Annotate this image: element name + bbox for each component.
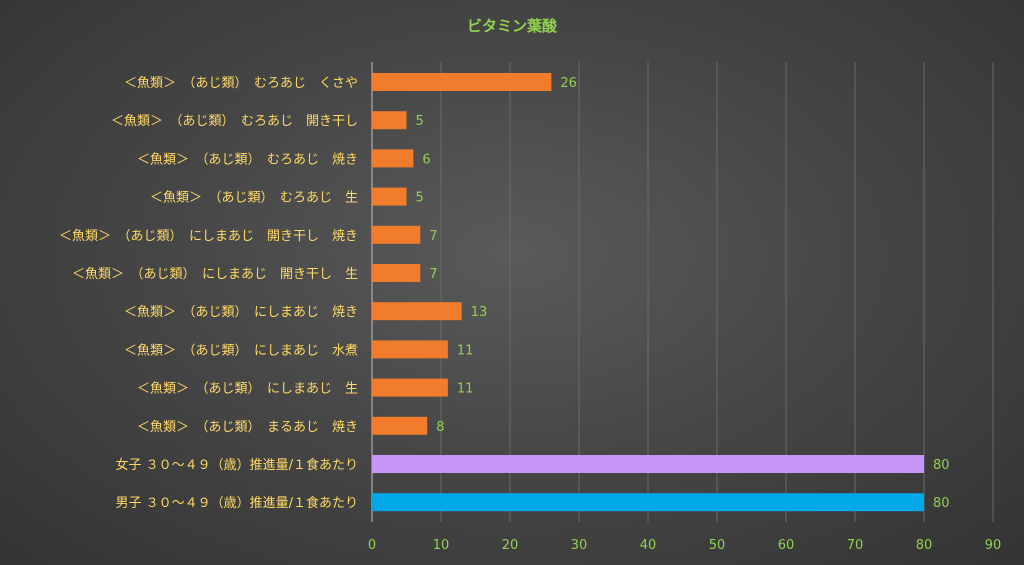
data-label: 26 (560, 76, 577, 91)
x-tick-label: 30 (571, 538, 588, 553)
x-tick-label: 50 (709, 538, 726, 553)
x-tick-label: 60 (778, 538, 795, 553)
category-label: ＜魚類＞ （あじ類） むろあじ 生 (150, 191, 358, 206)
category-label: ＜魚類＞ （あじ類） にしまあじ 開き干し 生 (72, 267, 358, 282)
bar (372, 416, 428, 435)
chart-title: ビタミン葉酸 (467, 17, 558, 35)
bar (372, 455, 924, 473)
bar (372, 111, 407, 130)
x-tick-label: 0 (368, 538, 376, 553)
bar (372, 340, 448, 359)
data-label: 80 (933, 496, 950, 511)
category-label: ＜魚類＞ （あじ類） むろあじ くさや (124, 76, 358, 91)
bar (372, 302, 462, 321)
bar (372, 378, 448, 397)
category-label: ＜魚類＞ （あじ類） にしまあじ 生 (137, 382, 358, 397)
x-tick-label: 40 (640, 538, 657, 553)
category-label: ＜魚類＞ （あじ類） まるあじ 焼き (137, 420, 358, 435)
category-label: ＜魚類＞ （あじ類） むろあじ 開き干し (111, 114, 358, 129)
data-label: 5 (416, 191, 424, 206)
data-label: 7 (429, 267, 437, 282)
category-label: ＜魚類＞ （あじ類） むろあじ 焼き (137, 152, 358, 167)
data-label: 5 (416, 114, 424, 129)
x-tick-label: 20 (502, 538, 519, 553)
data-label: 13 (471, 305, 488, 320)
x-tick-label: 80 (916, 538, 933, 553)
x-tick-labels: 0 10 20 30 40 50 60 70 80 90 (368, 538, 1001, 553)
category-label: ＜魚類＞ （あじ類） にしまあじ 水煮 (124, 343, 358, 358)
x-tick-label: 10 (433, 538, 450, 553)
data-label: 80 (933, 458, 950, 473)
category-label: 女子 ３０～４９（歳）推進量/１食あたり (115, 457, 358, 473)
data-label: 7 (429, 229, 437, 244)
data-labels: 26 5 6 5 7 7 13 11 11 8 80 80 (416, 76, 950, 511)
bar (372, 493, 924, 512)
gridlines (371, 62, 994, 522)
data-label: 6 (422, 152, 430, 167)
bars (372, 73, 924, 512)
x-tick-label: 70 (847, 538, 864, 553)
category-labels: ＜魚類＞ （あじ類） むろあじ くさや ＜魚類＞ （あじ類） むろあじ 開き干し ＜… (59, 76, 358, 511)
data-label: 11 (457, 343, 474, 358)
bar (372, 225, 421, 244)
bar (372, 149, 414, 168)
category-label: ＜魚類＞ （あじ類） にしまあじ 焼き (124, 305, 358, 320)
data-label: 11 (457, 382, 474, 397)
data-label: 8 (436, 420, 444, 435)
bar (372, 187, 407, 206)
x-tick-label: 90 (985, 538, 1002, 553)
bar (372, 264, 421, 282)
category-label: ＜魚類＞ （あじ類） にしまあじ 開き干し 焼き (59, 229, 358, 244)
bar (372, 73, 552, 91)
category-label: 男子 ３０～４９（歳）推進量/１食あたり (115, 495, 358, 511)
